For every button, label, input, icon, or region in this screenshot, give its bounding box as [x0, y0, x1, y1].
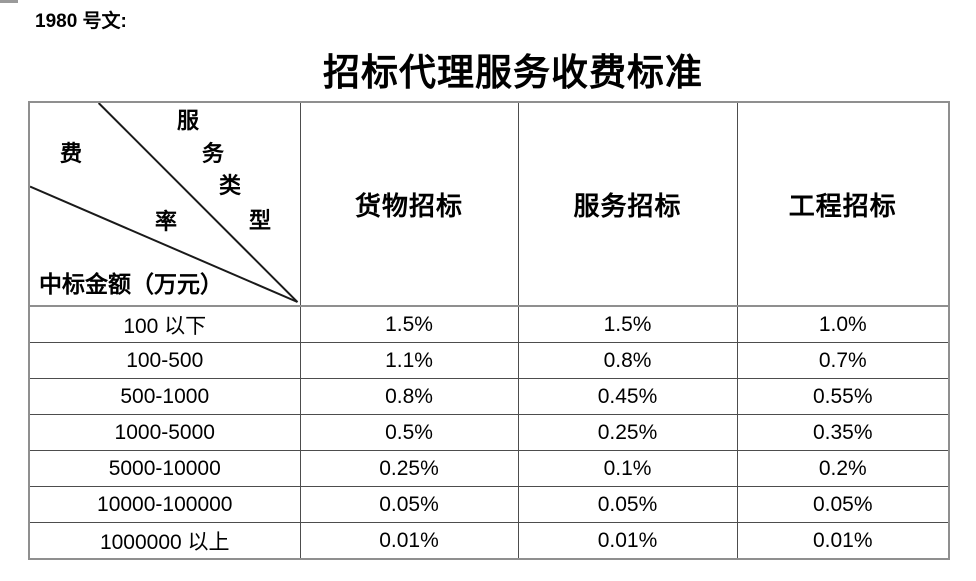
row-label-amount-range: 1000-5000 — [28, 414, 301, 451]
corner-bid-amount-label: 中标金额（万元） — [39, 272, 223, 297]
rate-cell: 0.8% — [517, 342, 738, 379]
rate-cell: 0.01% — [299, 522, 519, 560]
rate-cell: 0.25% — [299, 450, 519, 487]
corner-service-type-char-4: 型 — [249, 208, 272, 233]
rate-cell: 0.7% — [736, 342, 950, 379]
table-corner-cell: 服 务 类 型 费 率 中标金额（万元） — [28, 101, 301, 307]
column-header-service-bidding: 服务招标 — [517, 101, 738, 307]
rate-cell: 0.05% — [736, 486, 950, 523]
table-row: 5000-10000 0.25% 0.1% 0.2% — [28, 450, 950, 487]
rate-cell: 0.05% — [517, 486, 738, 523]
table-header-row: 服 务 类 型 费 率 中标金额（万元） 货物招标 服务招标 工程招标 — [28, 101, 950, 307]
table-row: 500-1000 0.8% 0.45% 0.55% — [28, 378, 950, 415]
table-row: 100 以下 1.5% 1.5% 1.0% — [28, 305, 950, 343]
diagonal-split-lines — [30, 103, 299, 303]
corner-fee-rate-char-2: 率 — [155, 209, 178, 234]
row-label-amount-range: 100 以下 — [28, 305, 301, 343]
column-header-works-bidding: 工程招标 — [736, 101, 950, 307]
rate-cell: 0.5% — [299, 414, 519, 451]
rate-cell: 1.0% — [736, 305, 950, 343]
column-header-goods-bidding: 货物招标 — [299, 101, 519, 307]
screen-edge-artifact — [0, 0, 18, 3]
fee-table: 服 务 类 型 费 率 中标金额（万元） 货物招标 服务招标 工程招标 100 … — [28, 101, 950, 560]
rate-cell: 0.8% — [299, 378, 519, 415]
rate-cell: 1.5% — [299, 305, 519, 343]
rate-cell: 0.55% — [736, 378, 950, 415]
rate-cell: 0.35% — [736, 414, 950, 451]
corner-service-type-char-3: 类 — [219, 173, 242, 198]
table-row: 10000-100000 0.05% 0.05% 0.05% — [28, 486, 950, 523]
table-row: 1000-5000 0.5% 0.25% 0.35% — [28, 414, 950, 451]
corner-service-type-char-1: 服 — [177, 108, 200, 133]
row-label-amount-range: 500-1000 — [28, 378, 301, 415]
table-row: 100-500 1.1% 0.8% 0.7% — [28, 342, 950, 379]
rate-cell: 0.01% — [736, 522, 950, 560]
corner-service-type-char-2: 务 — [202, 141, 225, 166]
rate-cell: 1.5% — [517, 305, 738, 343]
rate-cell: 0.45% — [517, 378, 738, 415]
rate-cell: 0.05% — [299, 486, 519, 523]
rate-cell: 1.1% — [299, 342, 519, 379]
table-row: 1000000 以上 0.01% 0.01% 0.01% — [28, 522, 950, 560]
document-title: 招标代理服务收费标准 — [323, 53, 703, 94]
row-label-amount-range: 100-500 — [28, 342, 301, 379]
doc-number: 1980 号文: — [35, 11, 127, 32]
rate-cell: 0.01% — [517, 522, 738, 560]
row-label-amount-range: 10000-100000 — [28, 486, 301, 523]
corner-fee-rate-char-1: 费 — [60, 141, 83, 166]
row-label-amount-range: 1000000 以上 — [28, 522, 301, 560]
rate-cell: 0.2% — [736, 450, 950, 487]
rate-cell: 0.1% — [517, 450, 738, 487]
row-label-amount-range: 5000-10000 — [28, 450, 301, 487]
rate-cell: 0.25% — [517, 414, 738, 451]
